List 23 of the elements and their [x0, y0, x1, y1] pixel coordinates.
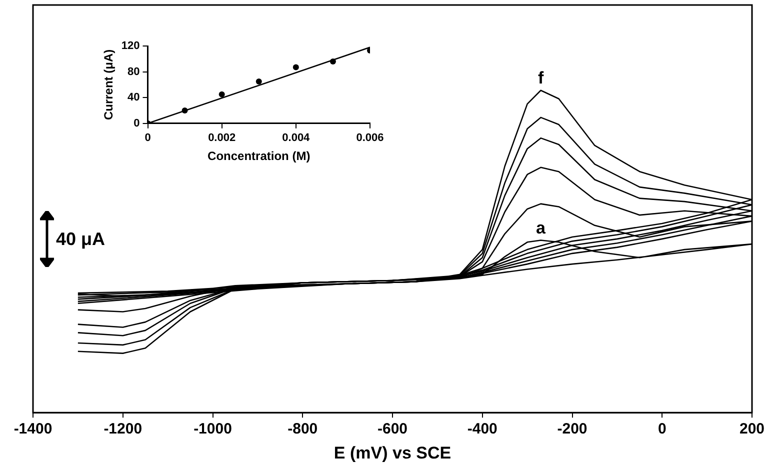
- y-tick-label: 80: [128, 66, 140, 78]
- x-tick-label: -800: [288, 420, 318, 438]
- x-tick-label: -1400: [14, 420, 52, 438]
- x-tick-label: 0.004: [282, 132, 311, 144]
- x-tick-label: -1200: [104, 420, 142, 438]
- annotation: 40 μA: [56, 228, 106, 250]
- x-tick-label: 0: [144, 132, 151, 144]
- y-tick-label: 120: [121, 40, 140, 52]
- y-axis-title: Current (μA): [102, 49, 116, 120]
- x-axis-title: E (mV) vs SCE: [334, 443, 452, 462]
- x-tick-label: -400: [467, 420, 498, 438]
- x-tick-label: 0: [658, 420, 666, 438]
- x-tick-label: -200: [557, 420, 588, 438]
- x-tick-label: 0.006: [356, 132, 384, 144]
- y-tick-label: 40: [128, 92, 140, 104]
- x-tick-label: 200: [739, 420, 765, 438]
- x-tick-label: -1000: [194, 420, 232, 438]
- series-label: f: [538, 68, 544, 88]
- x-axis-title: Concentration (M): [208, 149, 310, 164]
- series-label: a: [536, 218, 546, 238]
- x-tick-label: 0.002: [208, 132, 236, 144]
- y-tick-label: 0: [134, 117, 140, 130]
- x-tick-label: -600: [377, 420, 408, 438]
